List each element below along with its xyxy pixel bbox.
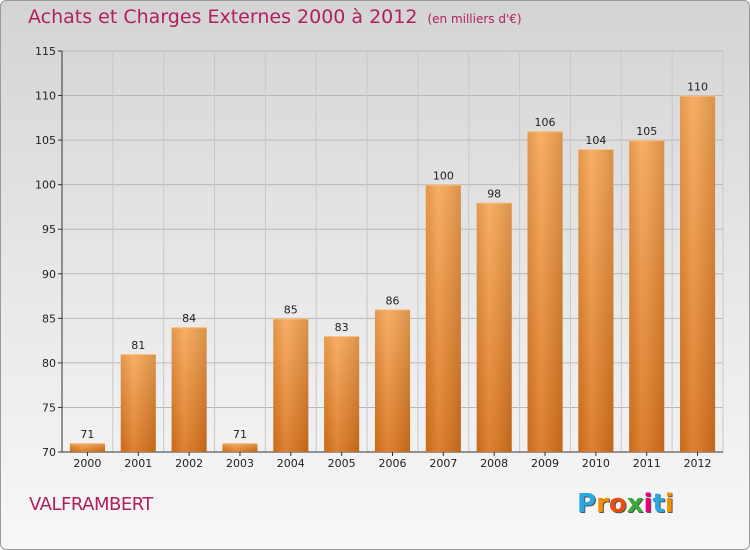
logo-letter: r (596, 489, 609, 519)
place-name: VALFRAMBERT (29, 494, 153, 515)
bars (69, 95, 716, 453)
value-label-2009: 106 (535, 116, 556, 129)
y-tick-label: 80 (42, 357, 56, 370)
value-label-2000: 71 (80, 428, 94, 441)
bar-shine (120, 353, 156, 452)
y-tick-label: 110 (35, 90, 56, 103)
bar-shine (324, 336, 360, 452)
value-label-2003: 71 (233, 428, 247, 441)
x-tick-label-2010: 2010 (582, 457, 610, 470)
title-text: Achats et Charges Externes 2000 à 2012 (28, 6, 418, 28)
y-tick-label: 90 (42, 268, 56, 281)
x-tick-label-2001: 2001 (124, 457, 152, 470)
y-tick-label: 95 (42, 223, 56, 236)
x-tick-label-2012: 2012 (684, 457, 712, 470)
x-tick-label-2009: 2009 (531, 457, 559, 470)
x-tick-label-2011: 2011 (633, 457, 661, 470)
logo-letter: x (626, 489, 644, 519)
value-label-2010: 104 (585, 134, 606, 147)
value-label-2008: 98 (487, 187, 501, 200)
value-label-2007: 100 (433, 170, 454, 183)
x-tick-label-2008: 2008 (480, 457, 508, 470)
bar-shine (425, 184, 461, 452)
logo-letter: t (652, 489, 665, 519)
x-tick-label-2005: 2005 (328, 457, 356, 470)
y-tick-label: 115 (35, 45, 56, 58)
x-tick-label-2003: 2003 (226, 457, 254, 470)
x-tick-label-2002: 2002 (175, 457, 203, 470)
value-label-2005: 83 (335, 321, 349, 334)
y-tick-label: 100 (35, 179, 56, 192)
logo-letter: i (643, 489, 653, 519)
bar-shine (629, 140, 665, 452)
value-label-2006: 86 (386, 294, 400, 307)
bar-shine (273, 318, 309, 452)
logo-letter: P (577, 489, 597, 519)
y-tick-label: 105 (35, 134, 56, 147)
bar-shine (527, 131, 563, 452)
y-tick-label: 85 (42, 312, 56, 325)
value-label-2002: 84 (182, 312, 196, 325)
y-tick-label: 70 (42, 446, 56, 459)
y-tick-label: 75 (42, 401, 56, 414)
value-label-2012: 110 (687, 81, 708, 94)
value-label-2004: 85 (284, 303, 298, 316)
bar-shine (374, 309, 411, 452)
x-tick-label-2007: 2007 (429, 457, 457, 470)
x-tick-label-2004: 2004 (277, 457, 305, 470)
bar-shine (222, 443, 258, 452)
bar-shine (69, 443, 105, 452)
bar-shine (578, 149, 614, 452)
x-tick-label-2006: 2006 (379, 457, 407, 470)
bar-shine (171, 327, 207, 452)
value-label-2001: 81 (131, 339, 145, 352)
title-unit: (en milliers d'€) (427, 12, 522, 26)
bar-shine (476, 202, 512, 452)
labels: 70 75 80 85 90 95 100 105 110 115 71 2000 81 2001 84 20… (35, 45, 712, 470)
bar-shine (680, 95, 716, 453)
logo-letter: o (608, 489, 627, 519)
logo-letter: i (664, 489, 674, 519)
x-tick-label-2000: 2000 (73, 457, 101, 470)
chart-title: Achats et Charges Externes 2000 à 2012 (e… (28, 6, 522, 28)
value-label-2011: 105 (636, 125, 657, 138)
